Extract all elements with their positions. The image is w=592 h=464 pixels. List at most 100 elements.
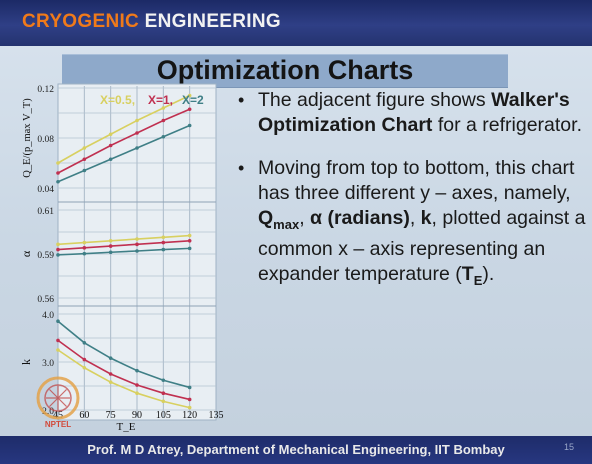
data-point	[161, 240, 166, 245]
legend-entry: X=1,	[148, 93, 173, 107]
series-line-x-1	[57, 240, 190, 251]
q-symbol: Q	[258, 207, 274, 229]
x-tick-label: 90	[132, 410, 142, 421]
data-point	[187, 123, 192, 128]
alpha-symbol: α	[310, 207, 323, 229]
data-point	[135, 368, 139, 373]
te-symbol: T	[461, 262, 474, 285]
data-point	[135, 118, 139, 123]
y-tick-label: 0.04	[37, 185, 54, 195]
data-point	[161, 235, 166, 240]
y-tick-label: 0.08	[37, 135, 54, 145]
series-line-x-2	[57, 124, 190, 183]
series-line-x-1	[57, 108, 190, 174]
te-label: TE	[461, 262, 483, 288]
data-point	[187, 397, 192, 402]
data-point	[187, 405, 192, 410]
y-tick-label: 3.0	[42, 359, 54, 369]
data-point	[108, 244, 113, 248]
data-point	[108, 143, 113, 148]
data-point	[56, 247, 60, 252]
series-line-x-2	[57, 247, 190, 256]
data-point	[135, 146, 139, 150]
separator: ,	[409, 207, 421, 229]
data-point	[82, 341, 87, 345]
x-axis-label: T_E	[117, 421, 136, 433]
y-axis-label: Q_E/(p_max V_T)	[22, 98, 33, 178]
x-tick-label: 105	[156, 410, 171, 421]
series-line-x-0-5	[57, 349, 190, 409]
te-subscript: E	[473, 272, 483, 288]
series-line-x-2	[57, 320, 190, 389]
bullet2-text: Moving from top to bottom, this chart ha…	[258, 157, 575, 204]
y-tick-label: 0.56	[37, 295, 54, 305]
data-point	[56, 171, 60, 175]
bullet-dot-icon: •	[238, 90, 245, 110]
data-point	[108, 157, 113, 162]
separator: ,	[299, 207, 311, 229]
data-point	[187, 233, 192, 238]
bullet-item-2: • Moving from top to bottom, this chart …	[236, 156, 586, 293]
data-point	[161, 391, 166, 396]
q-subscript: max	[273, 216, 300, 232]
data-point	[56, 319, 60, 323]
qmax-label: Qmax	[258, 207, 300, 232]
data-point	[108, 132, 113, 137]
data-point	[56, 161, 60, 165]
title-band	[62, 54, 508, 88]
footer-bar	[0, 436, 592, 464]
y-axis-label: k	[19, 359, 33, 365]
data-point	[56, 179, 60, 184]
data-point	[187, 107, 192, 112]
data-point	[135, 237, 139, 241]
data-point	[56, 348, 60, 352]
legend-entry: X=0.5,	[100, 93, 135, 107]
x-tick-label: 120	[182, 410, 197, 421]
data-point	[82, 246, 87, 250]
k-symbol: k	[420, 207, 432, 229]
data-point	[82, 251, 87, 256]
data-point	[108, 372, 113, 376]
data-point	[56, 253, 60, 257]
data-point	[161, 399, 166, 404]
data-point	[161, 247, 166, 252]
bullet1-tail: for a refrigerator.	[432, 114, 582, 136]
data-point	[108, 380, 113, 384]
data-point	[82, 365, 87, 370]
data-point	[108, 356, 113, 360]
bullet1-text: The adjacent figure shows	[258, 89, 486, 111]
data-point	[161, 134, 166, 139]
series-line-x-1	[57, 339, 190, 401]
page-number: 15	[563, 442, 574, 452]
y-tick-label: 4.0	[42, 311, 54, 321]
y-tick-label: 0.12	[37, 85, 54, 95]
data-point	[82, 146, 87, 150]
data-point	[135, 242, 139, 247]
brand-cryogenic: CRYOGENIC	[22, 11, 140, 32]
data-point	[187, 385, 192, 390]
x-tick-label: 135	[209, 410, 224, 421]
x-tick-label: 75	[106, 410, 116, 421]
iit-bombay-logo: NPTEL	[36, 376, 80, 429]
course-brand: CRYOGENIC ENGINEERING	[22, 11, 281, 33]
data-point	[187, 239, 192, 243]
data-point	[161, 106, 166, 110]
data-point	[135, 391, 139, 396]
bullet-list: • The adjacent figure shows Walker's Opt…	[236, 88, 586, 311]
walker-optimization-chart: 0.12 0.08 0.04 Q_E/(p_max V_T) 0.61 0.59 0.56 α…	[19, 83, 224, 433]
data-point	[56, 242, 60, 247]
x-tick-label: 45	[53, 410, 63, 421]
slide-title: Optimization Charts	[156, 55, 414, 85]
data-point	[135, 131, 139, 135]
data-point	[187, 93, 192, 98]
footer-credit: Prof. M D Atrey, Department of Mechanica…	[87, 442, 505, 457]
bullet2-end: ).	[482, 262, 495, 285]
data-point	[82, 357, 87, 362]
series-line-x-0-5	[57, 94, 191, 164]
data-point	[108, 250, 113, 255]
y-tick-label: 0.61	[37, 207, 54, 217]
data-point	[161, 378, 166, 383]
brand-engineering: ENGINEERING	[144, 11, 281, 32]
data-point	[161, 118, 166, 123]
bullet-item-1: • The adjacent figure shows Walker's Opt…	[236, 88, 586, 138]
